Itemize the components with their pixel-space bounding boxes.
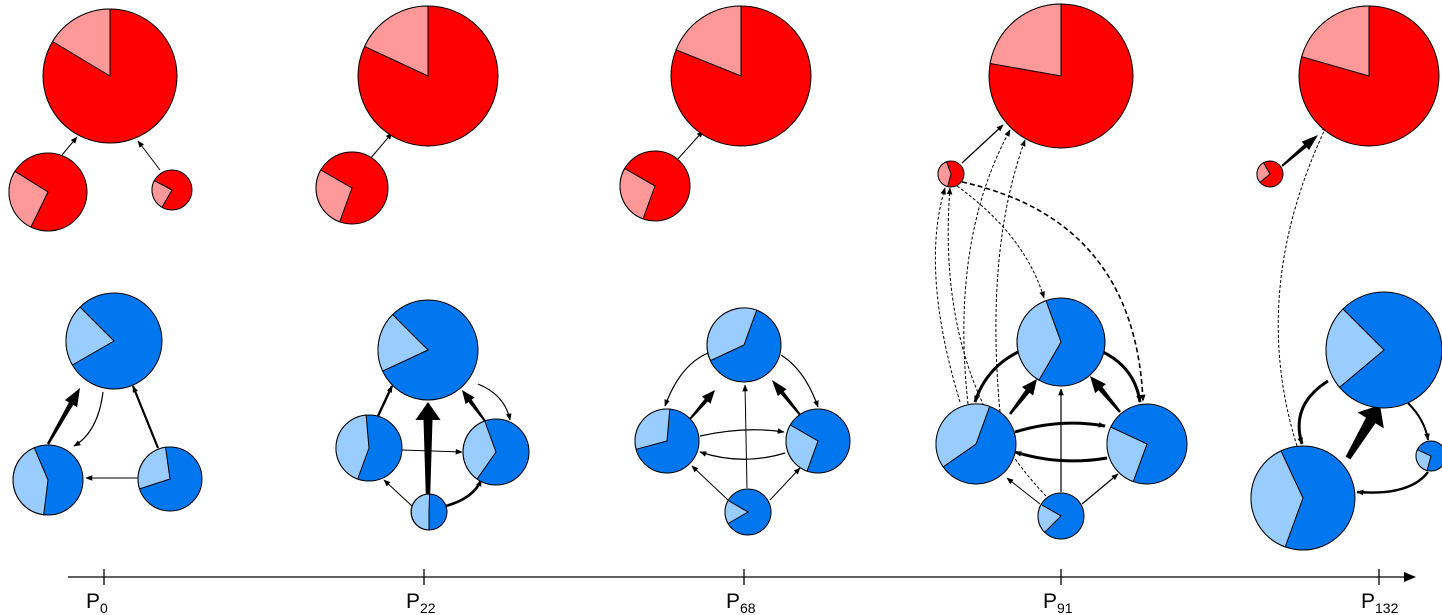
p0-red-large-node xyxy=(42,8,178,144)
timeline-arrowhead xyxy=(1404,572,1416,582)
p91-edge-blue-right-to-top xyxy=(1090,376,1121,413)
p91-edge-red-small-to-large xyxy=(961,124,1004,164)
p91-edge-blue-left-to-right xyxy=(1014,421,1106,434)
p68-edge-blue-bottom-to-left xyxy=(691,465,729,501)
dashed-edges xyxy=(934,124,1328,497)
p68-edge-blue-left-to-top xyxy=(689,390,715,420)
p91-dashed-left-to-red-large-a xyxy=(963,129,1011,405)
p132-blue-top-node xyxy=(1325,291,1442,409)
p22-blue-right-node xyxy=(462,418,530,486)
p0-edge-red-left-to-large xyxy=(61,136,78,156)
p68-red-left-node xyxy=(619,150,691,222)
p0-edge-blue-left-to-top xyxy=(46,388,80,445)
p91-dashed-left-to-red-large-b xyxy=(995,139,1026,413)
p91-red-large-node xyxy=(988,3,1134,149)
p91-edge-blue-left-to-top xyxy=(1009,379,1037,415)
p132-edge-blue-top-to-left xyxy=(1297,379,1329,445)
p91-dashed-red-small-to-top xyxy=(956,185,1045,299)
p68-edge-blue-right-to-top xyxy=(772,380,802,417)
p22-blue-left-node xyxy=(335,414,403,482)
p132-red-large-node xyxy=(1298,5,1440,147)
p22-edge-blue-bottom-to-top xyxy=(415,402,441,494)
p68-edge-blue-top-to-left xyxy=(664,352,709,407)
p68-blue-left-node xyxy=(634,408,700,474)
p91-dashed-red-small-to-right xyxy=(961,181,1146,402)
timeline-label-0: P0 xyxy=(86,590,108,615)
p22-blue-bottom-node xyxy=(410,493,448,531)
p68-edge-blue-top-to-right xyxy=(780,354,819,408)
p0-red-left-node xyxy=(8,152,88,232)
timeline-label-91: P91 xyxy=(1043,590,1073,615)
p22-edge-blue-bottom-to-left xyxy=(383,479,413,507)
p91-edge-blue-bottom-to-right xyxy=(1081,473,1119,505)
p22-blue-top-node xyxy=(377,299,479,401)
p91-edge-blue-bottom-to-left xyxy=(1006,477,1041,505)
p68-blue-right-node xyxy=(785,408,851,474)
p22-red-left-node xyxy=(315,151,389,225)
p91-edge-blue-top-to-left xyxy=(973,350,1019,403)
p91-blue-left-node xyxy=(935,403,1017,485)
p91-blue-top-node xyxy=(1016,297,1106,387)
timeline-axis: P0 P22 P68 P91 P132 xyxy=(68,569,1416,615)
timeline-label-68: P68 xyxy=(726,590,756,615)
p91-dashed-bottom-to-red-small xyxy=(946,187,1047,497)
p68-red-large-node xyxy=(670,5,812,147)
p22-red-large-node xyxy=(357,5,499,147)
p22-edge-blue-left-to-right xyxy=(401,448,463,455)
p132-red-small-node xyxy=(1256,160,1284,188)
p91-dashed-left-to-red-small xyxy=(934,187,961,403)
p0-edge-red-small-to-large xyxy=(137,140,161,171)
nodes xyxy=(8,3,1442,551)
p0-blue-right-node xyxy=(137,446,203,512)
p91-edge-blue-top-to-right xyxy=(1102,350,1142,403)
p68-edge-blue-left-to-right xyxy=(699,428,785,437)
edges xyxy=(46,124,1430,508)
p0-edge-blue-top-to-left xyxy=(73,391,104,447)
p68-edge-red-left-to-large xyxy=(676,130,704,161)
p132-edge-red-small-to-large xyxy=(1281,135,1318,167)
timeline-label-132: P132 xyxy=(1361,590,1399,615)
p22-edge-red-left-to-large xyxy=(369,132,393,160)
p22-edge-blue-left-to-top xyxy=(376,385,394,417)
timeline-label-22: P22 xyxy=(406,590,436,615)
p0-blue-top-node xyxy=(65,292,163,390)
p91-blue-bottom-node xyxy=(1037,492,1085,540)
p22-edge-blue-bottom-to-right xyxy=(445,479,483,508)
p22-edge-blue-top-to-right xyxy=(477,383,512,421)
p132-edge-blue-left-to-top xyxy=(1345,405,1384,460)
p91-red-small-node xyxy=(937,160,965,188)
p0-red-small-node xyxy=(151,169,193,211)
p132-blue-right-node xyxy=(1415,440,1442,472)
p0-blue-left-node xyxy=(12,444,84,516)
p132-blue-left-node xyxy=(1250,445,1356,551)
p132-dashed-left-to-red-large xyxy=(1277,124,1328,447)
p68-blue-bottom-node xyxy=(724,488,772,536)
p91-blue-right-node xyxy=(1106,403,1188,485)
p68-edge-blue-right-to-left xyxy=(699,451,786,460)
p68-edge-blue-bottom-to-right xyxy=(769,467,801,501)
p22-edge-blue-right-to-top xyxy=(462,390,486,422)
p132-edge-blue-top-to-right xyxy=(1407,402,1430,441)
p68-edge-blue-bottom-up xyxy=(742,384,748,489)
p132-edge-blue-right-to-left xyxy=(1356,471,1429,496)
p68-blue-top-node xyxy=(706,307,782,383)
p0-edge-blue-right-to-top xyxy=(131,385,160,449)
